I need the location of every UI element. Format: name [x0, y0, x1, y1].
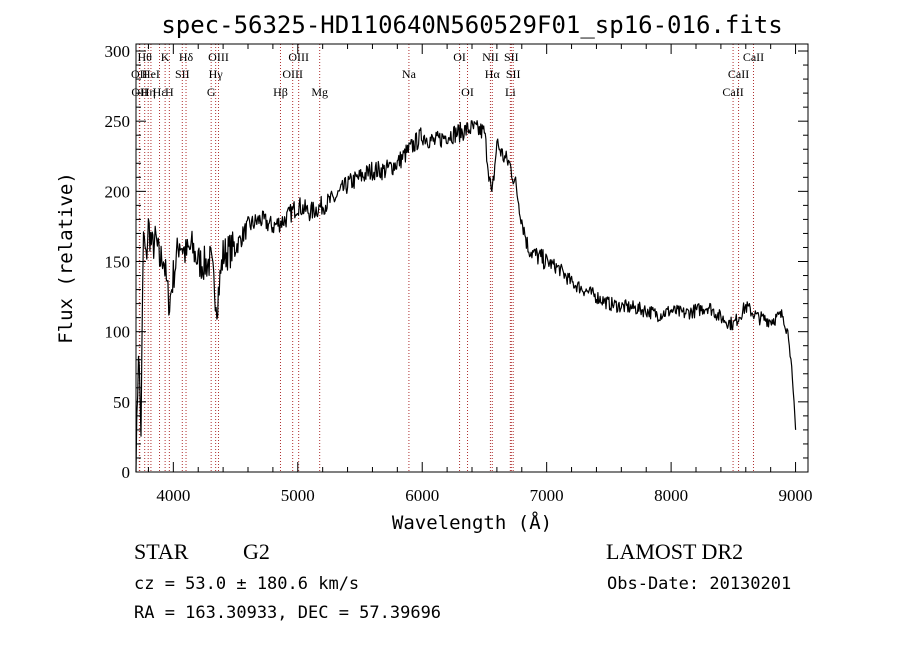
marker-label: K: [161, 50, 170, 64]
marker-label: OIII: [288, 50, 309, 64]
y-tick-label: 0: [122, 463, 131, 482]
marker-label: CaII: [728, 67, 749, 81]
x-tick-label: 6000: [405, 486, 439, 505]
marker-label: SII: [506, 67, 521, 81]
x-tick-label: 4000: [156, 486, 190, 505]
obs-date: Obs-Date: 20130201: [607, 574, 791, 594]
marker-label: HeI: [142, 67, 160, 81]
flux-line: [136, 121, 796, 472]
marker-labels: OIIOIIHθHηHeIHεKHSIIHδGHγOIIIHβOIIIOIIIM…: [131, 50, 764, 99]
y-tick-label: 300: [105, 42, 131, 61]
marker-label: SII: [504, 50, 519, 64]
marker-label: Hγ: [209, 67, 224, 81]
marker-label: CaII: [743, 50, 764, 64]
y-tick-label: 150: [105, 253, 131, 272]
marker-label: G: [207, 85, 216, 99]
marker-label: Hδ: [179, 50, 194, 64]
marker-label: Hβ: [273, 85, 288, 99]
x-axis-label: Wavelength (Å): [392, 511, 552, 534]
marker-label: OIII: [208, 50, 229, 64]
marker-label: CaII: [722, 85, 743, 99]
survey-name: LAMOST DR2: [606, 539, 743, 565]
y-tick-label: 100: [105, 323, 131, 342]
marker-label: Hθ: [138, 50, 153, 64]
x-tick-label: 7000: [530, 486, 564, 505]
chart-title: spec-56325-HD110640N560529F01_sp16-016.f…: [161, 11, 782, 39]
x-tick-label: 8000: [654, 486, 688, 505]
marker-label: OI: [453, 50, 466, 64]
object-class: STAR: [134, 539, 188, 565]
x-tick-label: 9000: [779, 486, 813, 505]
x-tick-label: 5000: [281, 486, 315, 505]
subclass: G2: [243, 539, 270, 565]
marker-label: Hα: [485, 67, 501, 81]
marker-label: NII: [482, 50, 499, 64]
y-tick-label: 250: [105, 112, 131, 131]
x-axis: 4000 5000 6000 7000 8000 9000: [148, 44, 812, 505]
marker-label: Mg: [311, 85, 328, 99]
marker-label: H: [165, 85, 174, 99]
marker-label: SII: [175, 67, 190, 81]
marker-label: Li: [505, 85, 516, 99]
plot-frame: [136, 44, 808, 472]
marker-label: Na: [402, 67, 417, 81]
y-tick-label: 50: [113, 393, 130, 412]
marker-label: OI: [461, 85, 474, 99]
y-tick-label: 200: [105, 182, 131, 201]
redshift-text: cz = 53.0 ± 180.6 km/s: [134, 574, 359, 594]
y-axis-label: Flux (relative): [55, 172, 77, 344]
marker-label: OIII: [282, 67, 303, 81]
coordinates: RA = 163.30933, DEC = 57.39696: [134, 603, 441, 623]
